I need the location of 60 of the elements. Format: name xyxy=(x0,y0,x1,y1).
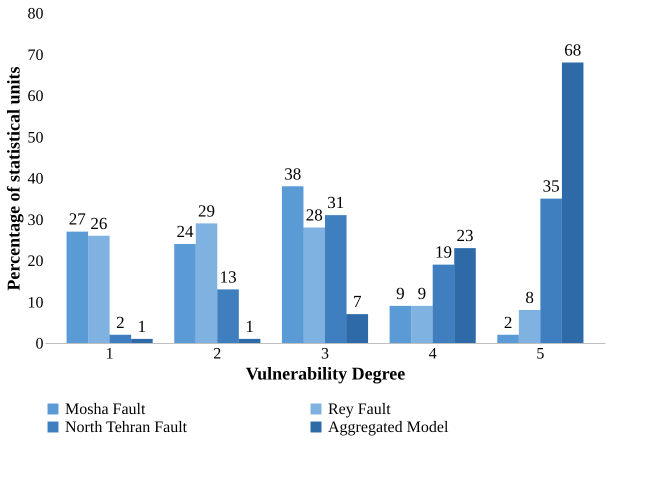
data-label: 35 xyxy=(542,176,560,196)
y-tick-label: 60 xyxy=(28,88,44,105)
bar xyxy=(196,223,218,343)
data-label: 2 xyxy=(504,312,512,332)
x-axis-title: Vulnerability Degree xyxy=(246,364,406,384)
bar xyxy=(432,264,454,343)
y-tick-label: 30 xyxy=(28,212,44,229)
bar xyxy=(174,244,196,343)
bar xyxy=(110,334,132,343)
bar xyxy=(562,62,584,343)
x-tick-label: 5 xyxy=(536,346,544,362)
x-tick-label: 2 xyxy=(213,346,222,362)
data-label: 27 xyxy=(68,210,86,229)
y-tick-label: 20 xyxy=(28,253,44,270)
data-label: 23 xyxy=(456,226,474,246)
bar xyxy=(217,289,239,343)
data-label: 1 xyxy=(245,316,254,336)
y-tick-label: 50 xyxy=(28,129,44,146)
data-label: 13 xyxy=(220,267,237,286)
data-label: 2 xyxy=(116,312,125,332)
bar xyxy=(454,248,476,343)
data-label: 31 xyxy=(327,193,344,212)
bar xyxy=(411,306,433,343)
bar xyxy=(131,338,153,343)
y-tick-label: 10 xyxy=(28,294,44,312)
data-label: 7 xyxy=(353,292,362,312)
bar xyxy=(497,334,519,343)
legend-label: Aggregated Model xyxy=(328,419,449,436)
y-tick-label: 80 xyxy=(28,6,44,22)
legend-label: Rey Fault xyxy=(328,401,392,418)
bar xyxy=(346,314,368,343)
data-label: 24 xyxy=(176,222,194,241)
x-tick-label: 1 xyxy=(106,346,114,362)
bar xyxy=(325,215,347,343)
legend-label: North Tehran Fault xyxy=(65,419,188,436)
data-label: 9 xyxy=(396,284,405,303)
bar xyxy=(238,338,260,343)
data-label: 9 xyxy=(418,284,426,303)
bar xyxy=(540,198,562,343)
data-label: 1 xyxy=(138,316,146,336)
bar xyxy=(390,306,412,343)
bar xyxy=(66,232,88,343)
data-label: 28 xyxy=(306,206,323,224)
bar xyxy=(303,228,325,343)
data-label: 26 xyxy=(90,214,108,233)
x-tick-label: 3 xyxy=(321,346,329,362)
y-tick-label: 70 xyxy=(28,46,44,64)
legend-label: Mosha Fault xyxy=(65,401,146,418)
bar xyxy=(282,186,304,343)
data-label: 8 xyxy=(525,288,534,307)
bar xyxy=(88,236,110,343)
data-label: 68 xyxy=(564,40,582,60)
data-label: 19 xyxy=(434,242,452,262)
y-tick-label: 0 xyxy=(36,336,44,352)
data-label: 38 xyxy=(284,164,302,184)
data-label: 29 xyxy=(198,201,216,220)
x-tick-label: 4 xyxy=(428,346,437,362)
y-tick-label: 40 xyxy=(28,170,44,188)
bar xyxy=(518,310,540,343)
y-axis-title: Percentage of statistical units xyxy=(4,66,24,291)
